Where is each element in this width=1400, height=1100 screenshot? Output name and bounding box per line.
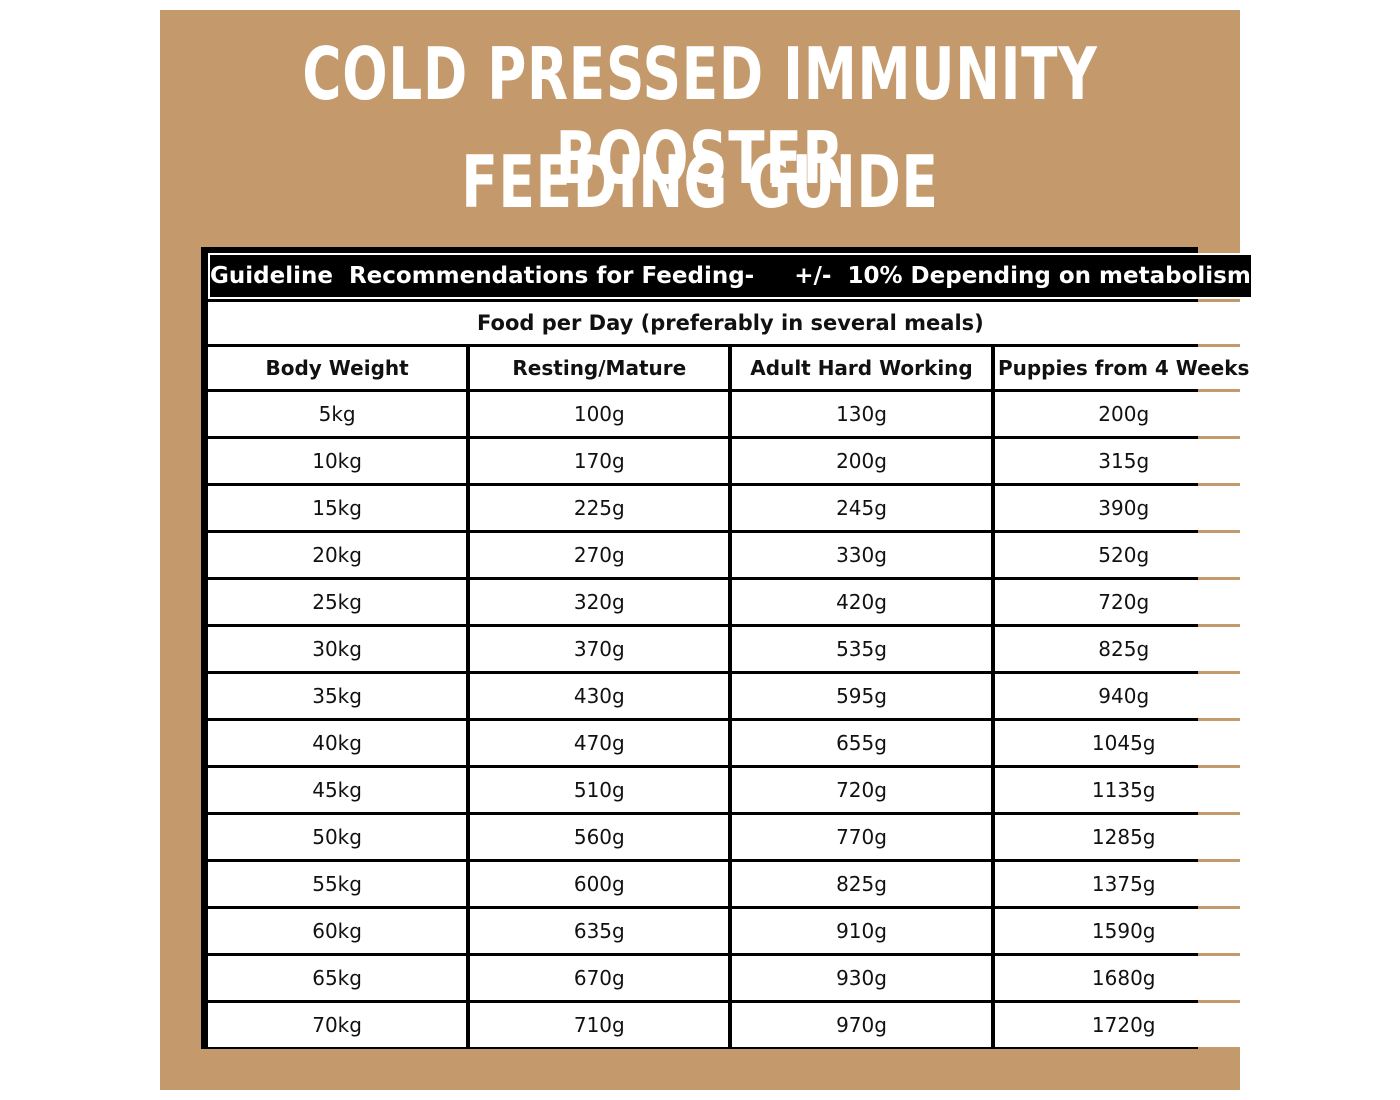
table-row: 35kg 430g 595g 940g [208, 674, 1253, 718]
column-header-puppies: Puppies from 4 Weeks [994, 347, 1253, 389]
column-header-row: Body Weight Resting/Mature Adult Hard Wo… [208, 347, 1253, 389]
table-cell: 825g [994, 627, 1253, 671]
table-cell: 1720g [994, 1003, 1253, 1047]
table-cell: 225g [470, 486, 729, 530]
table-cell: 635g [470, 909, 729, 953]
feeding-table-grid: Guideline Recommendations for Feeding- +… [204, 250, 1257, 1050]
table-row: 10kg 170g 200g 315g [208, 439, 1253, 483]
table-row: 30kg 370g 535g 825g [208, 627, 1253, 671]
table-cell: 130g [732, 392, 991, 436]
table-cell: 10kg [208, 439, 467, 483]
table-row: 5kg 100g 130g 200g [208, 392, 1253, 436]
table-row: 40kg 470g 655g 1045g [208, 721, 1253, 765]
table-cell: 55kg [208, 862, 467, 906]
table-cell: 245g [732, 486, 991, 530]
table-cell: 200g [732, 439, 991, 483]
title-line-2: FEEDING GUIDE [461, 140, 939, 224]
table-row: 60kg 635g 910g 1590g [208, 909, 1253, 953]
table-cell: 370g [470, 627, 729, 671]
table-cell: 670g [470, 956, 729, 1000]
table-cell: 390g [994, 486, 1253, 530]
table-cell: 1680g [994, 956, 1253, 1000]
table-row: 15kg 225g 245g 390g [208, 486, 1253, 530]
table-cell: 560g [470, 815, 729, 859]
table-cell: 930g [732, 956, 991, 1000]
table-row: 70kg 710g 970g 1720g [208, 1003, 1253, 1047]
table-banner-row: Guideline Recommendations for Feeding- +… [208, 253, 1253, 299]
feeding-table: Guideline Recommendations for Feeding- +… [201, 247, 1253, 1049]
table-cell: 70kg [208, 1003, 467, 1047]
table-cell: 430g [470, 674, 729, 718]
table-cell: 270g [470, 533, 729, 577]
table-cell: 35kg [208, 674, 467, 718]
table-cell: 420g [732, 580, 991, 624]
table-cell: 710g [470, 1003, 729, 1047]
table-cell: 5kg [208, 392, 467, 436]
table-cell: 1045g [994, 721, 1253, 765]
table-cell: 20kg [208, 533, 467, 577]
column-header-body-weight: Body Weight [208, 347, 467, 389]
table-cell: 510g [470, 768, 729, 812]
table-cell: 825g [732, 862, 991, 906]
table-cell: 50kg [208, 815, 467, 859]
table-cell: 330g [732, 533, 991, 577]
table-row: 45kg 510g 720g 1135g [208, 768, 1253, 812]
table-row: 25kg 320g 420g 720g [208, 580, 1253, 624]
table-cell: 30kg [208, 627, 467, 671]
table-banner: Guideline Recommendations for Feeding- +… [208, 253, 1253, 299]
table-cell: 320g [470, 580, 729, 624]
table-cell: 535g [732, 627, 991, 671]
table-cell: 720g [994, 580, 1253, 624]
table-cell: 910g [732, 909, 991, 953]
column-header-resting-mature: Resting/Mature [470, 347, 729, 389]
table-cell: 600g [470, 862, 729, 906]
table-row: 50kg 560g 770g 1285g [208, 815, 1253, 859]
table-cell: 60kg [208, 909, 467, 953]
table-cell: 15kg [208, 486, 467, 530]
table-cell: 200g [994, 392, 1253, 436]
table-cell: 45kg [208, 768, 467, 812]
table-cell: 720g [732, 768, 991, 812]
table-cell: 1590g [994, 909, 1253, 953]
table-cell: 25kg [208, 580, 467, 624]
table-subheader: Food per Day (preferably in several meal… [208, 302, 1253, 344]
table-cell: 970g [732, 1003, 991, 1047]
table-cell: 1135g [994, 768, 1253, 812]
table-cell: 655g [732, 721, 991, 765]
table-row: 65kg 670g 930g 1680g [208, 956, 1253, 1000]
table-row: 55kg 600g 825g 1375g [208, 862, 1253, 906]
table-cell: 520g [994, 533, 1253, 577]
table-cell: 40kg [208, 721, 467, 765]
table-subheader-row: Food per Day (preferably in several meal… [208, 302, 1253, 344]
table-cell: 940g [994, 674, 1253, 718]
table-cell: 1375g [994, 862, 1253, 906]
title-line-1: COLD PRESSED IMMUNITY BOOSTER [302, 32, 1098, 200]
table-cell: 65kg [208, 956, 467, 1000]
column-header-adult-hard-working: Adult Hard Working [732, 347, 991, 389]
table-cell: 100g [470, 392, 729, 436]
table-cell: 470g [470, 721, 729, 765]
table-cell: 170g [470, 439, 729, 483]
table-cell: 1285g [994, 815, 1253, 859]
table-cell: 770g [732, 815, 991, 859]
table-cell: 315g [994, 439, 1253, 483]
table-cell: 595g [732, 674, 991, 718]
table-row: 20kg 270g 330g 520g [208, 533, 1253, 577]
